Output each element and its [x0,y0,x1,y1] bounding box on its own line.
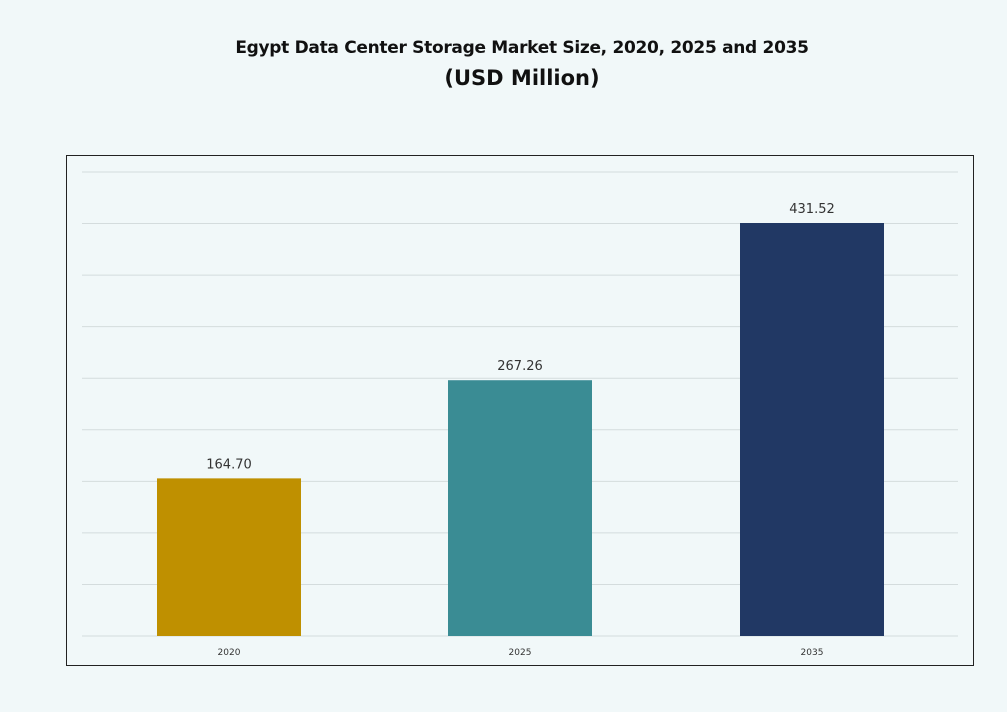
x-tick-label-2025: 2025 [509,648,532,658]
x-tick-label-2020: 2020 [218,648,241,658]
chart-title: Egypt Data Center Storage Market Size, 2… [235,38,809,58]
x-tick-label-2035: 2035 [801,648,824,658]
chart-frame [66,155,974,666]
data-label-2025: 267.26 [497,359,543,374]
data-label-2020: 164.70 [206,457,252,472]
bar-2035 [740,223,884,636]
bar-2020 [157,478,301,636]
data-label-2035: 431.52 [789,202,835,217]
chart-subtitle: (USD Million) [444,66,600,90]
bar-2025 [448,380,592,636]
